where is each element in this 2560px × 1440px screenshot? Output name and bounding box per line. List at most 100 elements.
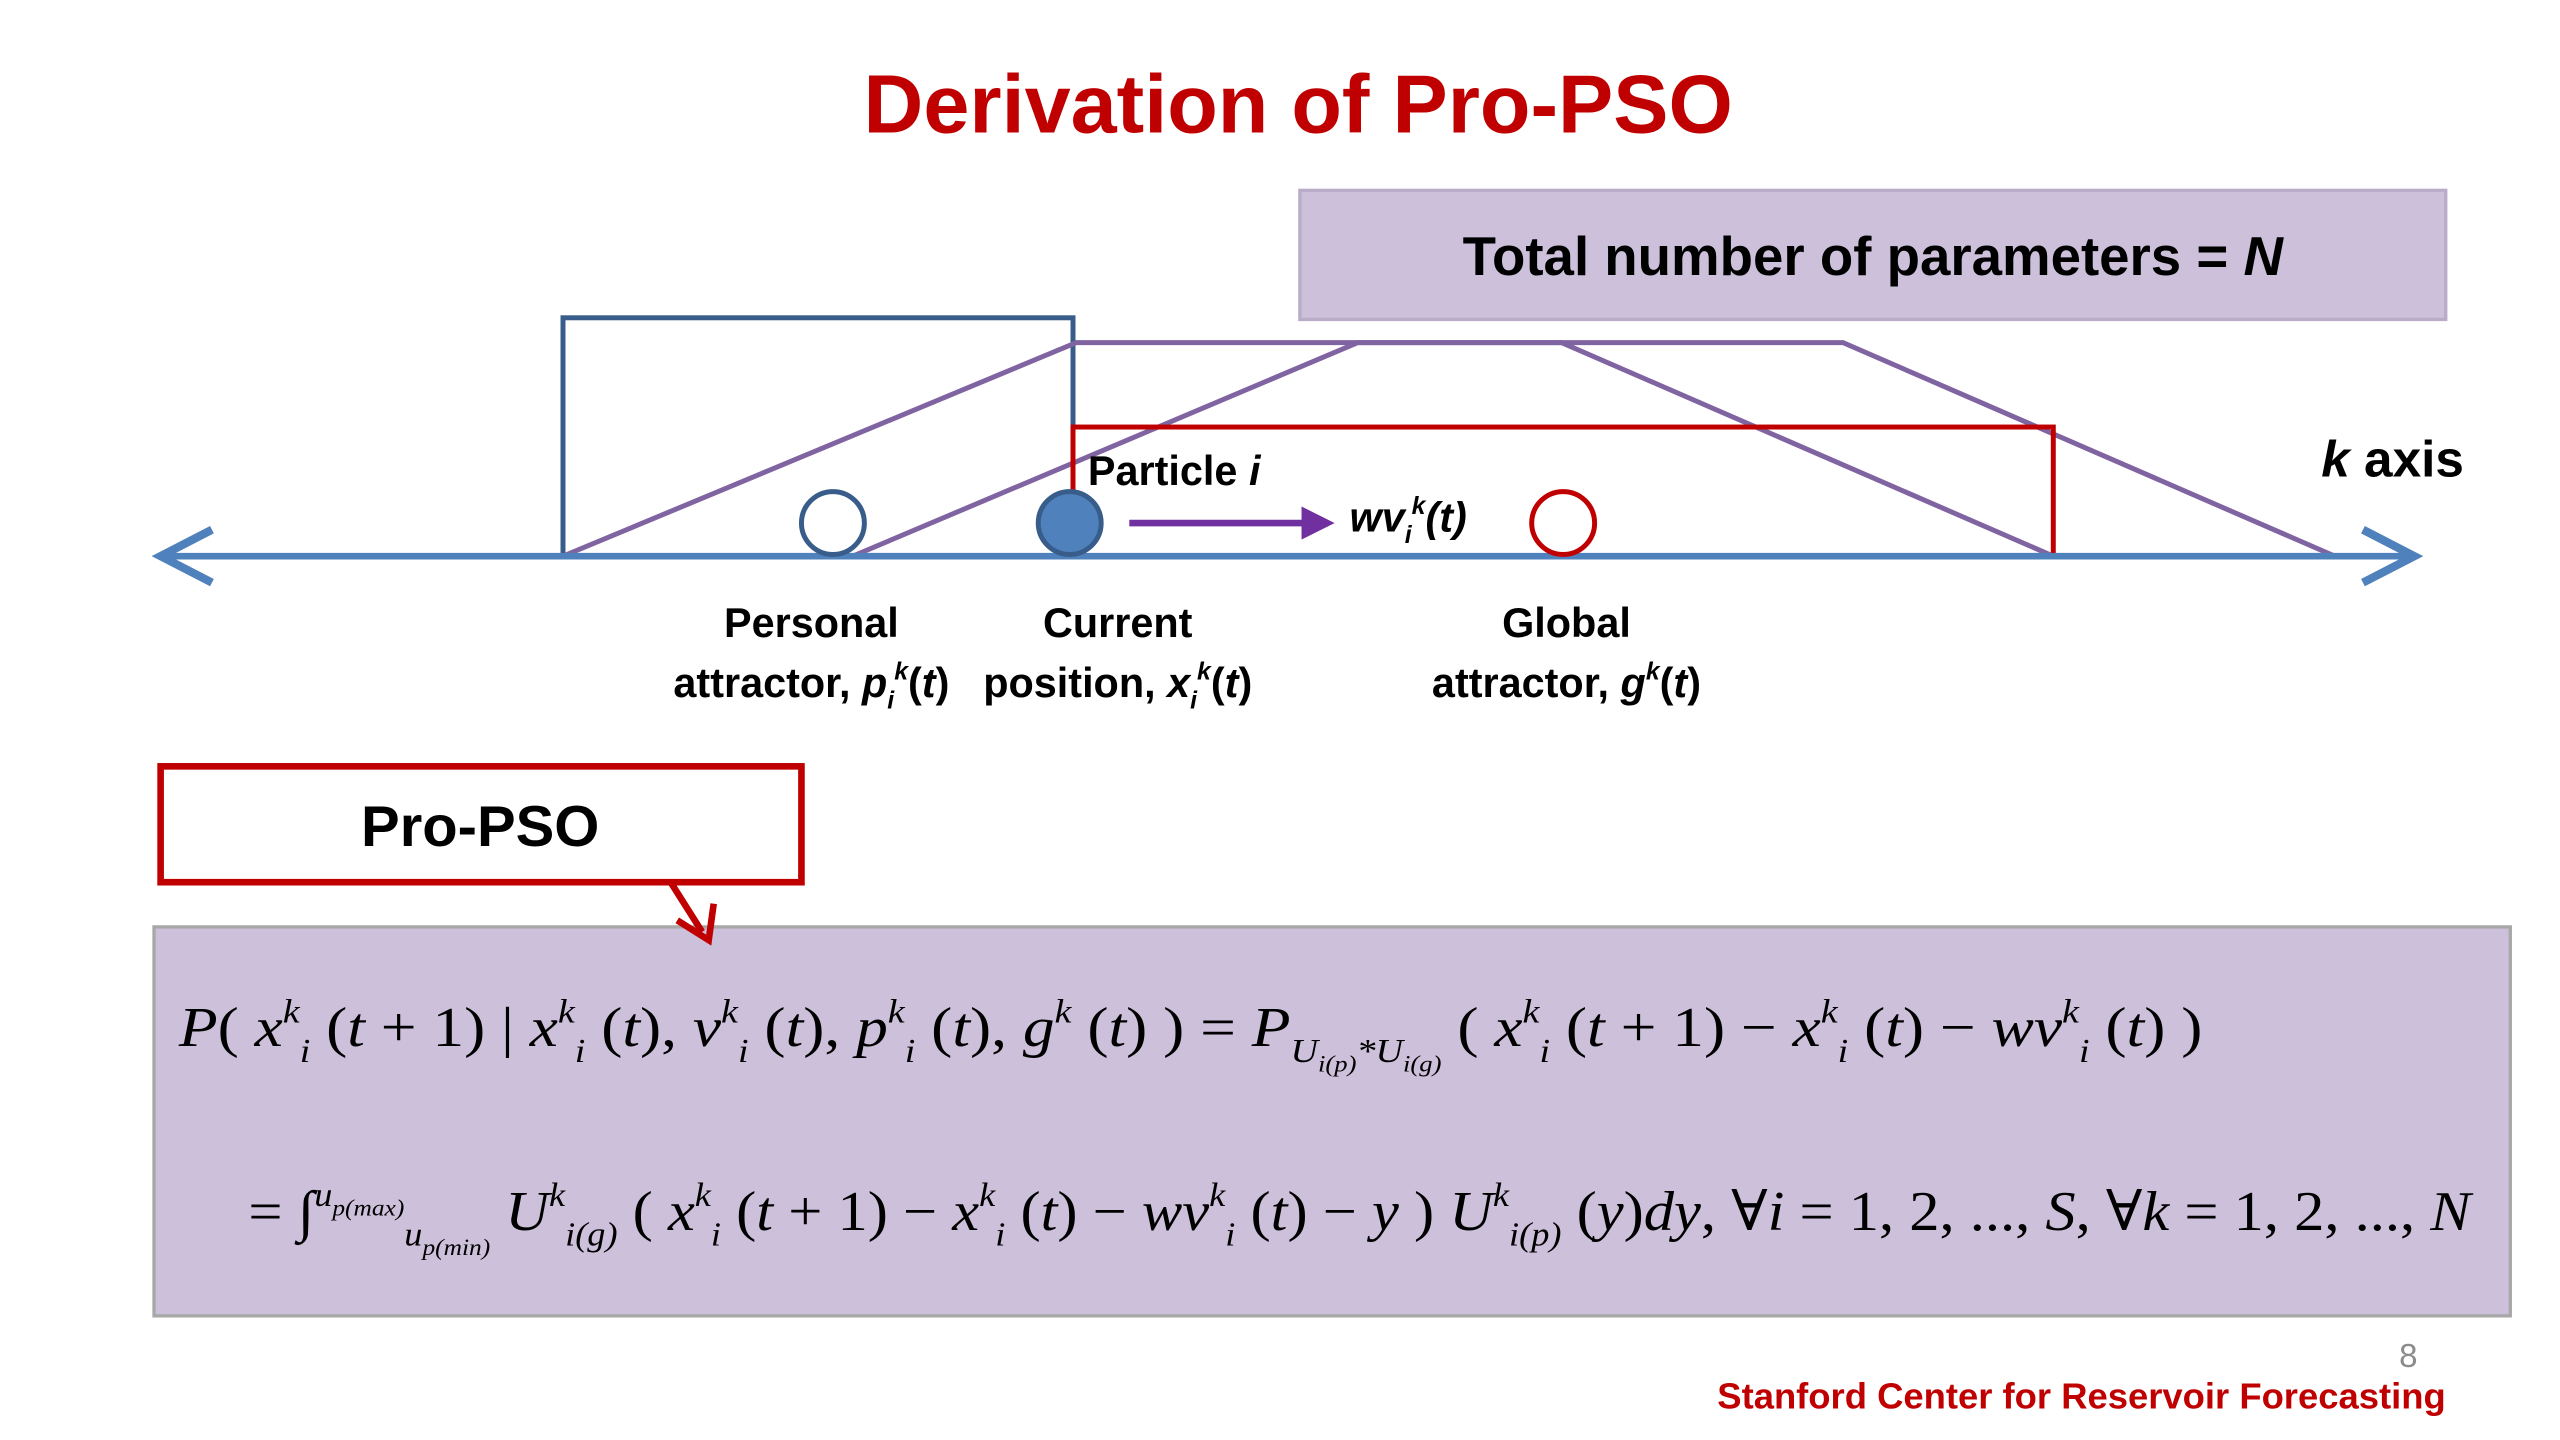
text-run: + 1) |	[365, 997, 530, 1059]
text-run: , ∀	[2076, 1181, 2143, 1243]
text-run: k	[2062, 993, 2080, 1030]
text-run: (	[585, 997, 622, 1059]
text-run: = 1, 2, ...,	[1784, 1181, 2045, 1243]
text-run: t	[1587, 997, 1606, 1059]
text-run: U	[490, 1181, 552, 1243]
text-run: ) −	[1903, 997, 1992, 1059]
text-run: k	[549, 1177, 566, 1214]
text-run: )	[1624, 1181, 1644, 1243]
text-run: k	[558, 993, 576, 1030]
text-run: axis	[2350, 431, 2464, 488]
equation: P( x ki (t + 1) | x ki (t), v ki (t), p ki (…	[178, 993, 2203, 1077]
text-run: x	[951, 1181, 979, 1243]
text-run: x	[1791, 997, 1820, 1059]
text-run: ) −	[1287, 1181, 1372, 1243]
text-run: )	[936, 660, 950, 706]
axis-arrow-right	[2361, 525, 2424, 587]
text-run: i	[1838, 1033, 1849, 1070]
diagram	[151, 315, 2424, 587]
text-run: (	[1211, 660, 1225, 706]
text-run: ),	[970, 997, 1023, 1059]
text-run: x	[253, 997, 282, 1059]
text-run: k	[979, 1177, 996, 1214]
text-run: P	[1251, 997, 1291, 1059]
text-run: x	[667, 1181, 695, 1243]
personal-marker	[798, 489, 867, 557]
global-label: attractor, gk(t)	[1432, 658, 1701, 705]
text-run: k	[1493, 1177, 1510, 1214]
text-run: t	[1885, 997, 1904, 1059]
text-run: k	[1412, 493, 1427, 520]
text-run: *U	[1356, 1033, 1405, 1070]
text-run: k	[1821, 993, 1839, 1030]
text-run: )	[1238, 660, 1252, 706]
text-run: t	[952, 997, 971, 1059]
text-run: k	[2142, 1181, 2170, 1243]
text-run: t	[2127, 997, 2146, 1059]
text-run: y	[1367, 1181, 1399, 1243]
text-run: ),	[640, 997, 693, 1059]
text-run: g	[1620, 660, 1646, 706]
text-run: u	[404, 1217, 422, 1254]
current-label: Current	[1043, 600, 1193, 646]
text-run: i(g)	[565, 1217, 617, 1254]
text-run: k	[888, 993, 906, 1030]
text-run: t	[786, 997, 805, 1059]
text-run: i(g)	[1403, 1051, 1442, 1077]
text-run: x	[529, 997, 558, 1059]
text-run: (	[721, 1181, 756, 1243]
text-run: t	[756, 1181, 774, 1243]
text-run: (	[915, 997, 952, 1059]
text-run: v	[693, 997, 721, 1059]
axis-arrow-left	[151, 525, 214, 587]
text-run: P	[178, 997, 218, 1059]
text-run: t	[622, 997, 641, 1059]
text-run: k	[283, 993, 301, 1030]
text-run: p	[852, 997, 888, 1059]
text-run: x	[1165, 660, 1192, 706]
text-run: p(min)	[420, 1235, 490, 1261]
text-run: attractor,	[1432, 660, 1621, 706]
text-run: (	[1442, 997, 1495, 1059]
text-run: + 1) −	[773, 1181, 952, 1243]
text-run: (	[1660, 660, 1674, 706]
text-run: ) )	[2144, 997, 2202, 1059]
text-run: )	[1687, 660, 1701, 706]
text-run: t	[1108, 997, 1127, 1059]
text-run: k	[695, 1177, 712, 1214]
personal-trapezoid	[851, 340, 2055, 559]
text-run: Total number of parameters =	[1463, 226, 2244, 287]
text-run: k	[2321, 431, 2352, 488]
personal-label: attractor, pik(t)	[673, 658, 949, 714]
text-run: position,	[983, 660, 1167, 706]
text-run: (	[618, 1181, 668, 1243]
text-run: g	[1023, 997, 1055, 1059]
parameters-text: Total number of parameters = N	[1463, 226, 2285, 287]
text-run: N	[2243, 226, 2284, 287]
text-run: i	[905, 1033, 916, 1070]
text-run: (	[908, 660, 922, 706]
text-run: Particle	[1088, 448, 1249, 494]
text-run: U	[1291, 1033, 1321, 1070]
text-run: k	[1523, 993, 1541, 1030]
text-run: k	[1646, 658, 1661, 685]
text-run: U	[1449, 1181, 1496, 1243]
method-box	[157, 763, 805, 886]
axis-label: k axis	[2321, 431, 2464, 488]
text-run: i	[1249, 448, 1262, 494]
footer: Stanford Center for Reservoir Forecastin…	[1717, 1376, 2445, 1417]
text-run: x	[1493, 997, 1522, 1059]
text-run: )	[1399, 1181, 1449, 1243]
text-run: + 1) −	[1605, 997, 1793, 1059]
global-label: Global	[1502, 600, 1631, 646]
text-run: i(p)	[1318, 1051, 1357, 1077]
text-run: ),	[803, 997, 856, 1059]
text-run: i	[1768, 1181, 1785, 1243]
callout-pointer	[667, 880, 705, 934]
text-run: wv	[1350, 494, 1407, 540]
text-run: (	[2090, 997, 2127, 1059]
text-run: t	[1041, 1181, 1059, 1243]
text-run: i	[995, 1217, 1005, 1254]
text-run: k	[1209, 1177, 1226, 1214]
